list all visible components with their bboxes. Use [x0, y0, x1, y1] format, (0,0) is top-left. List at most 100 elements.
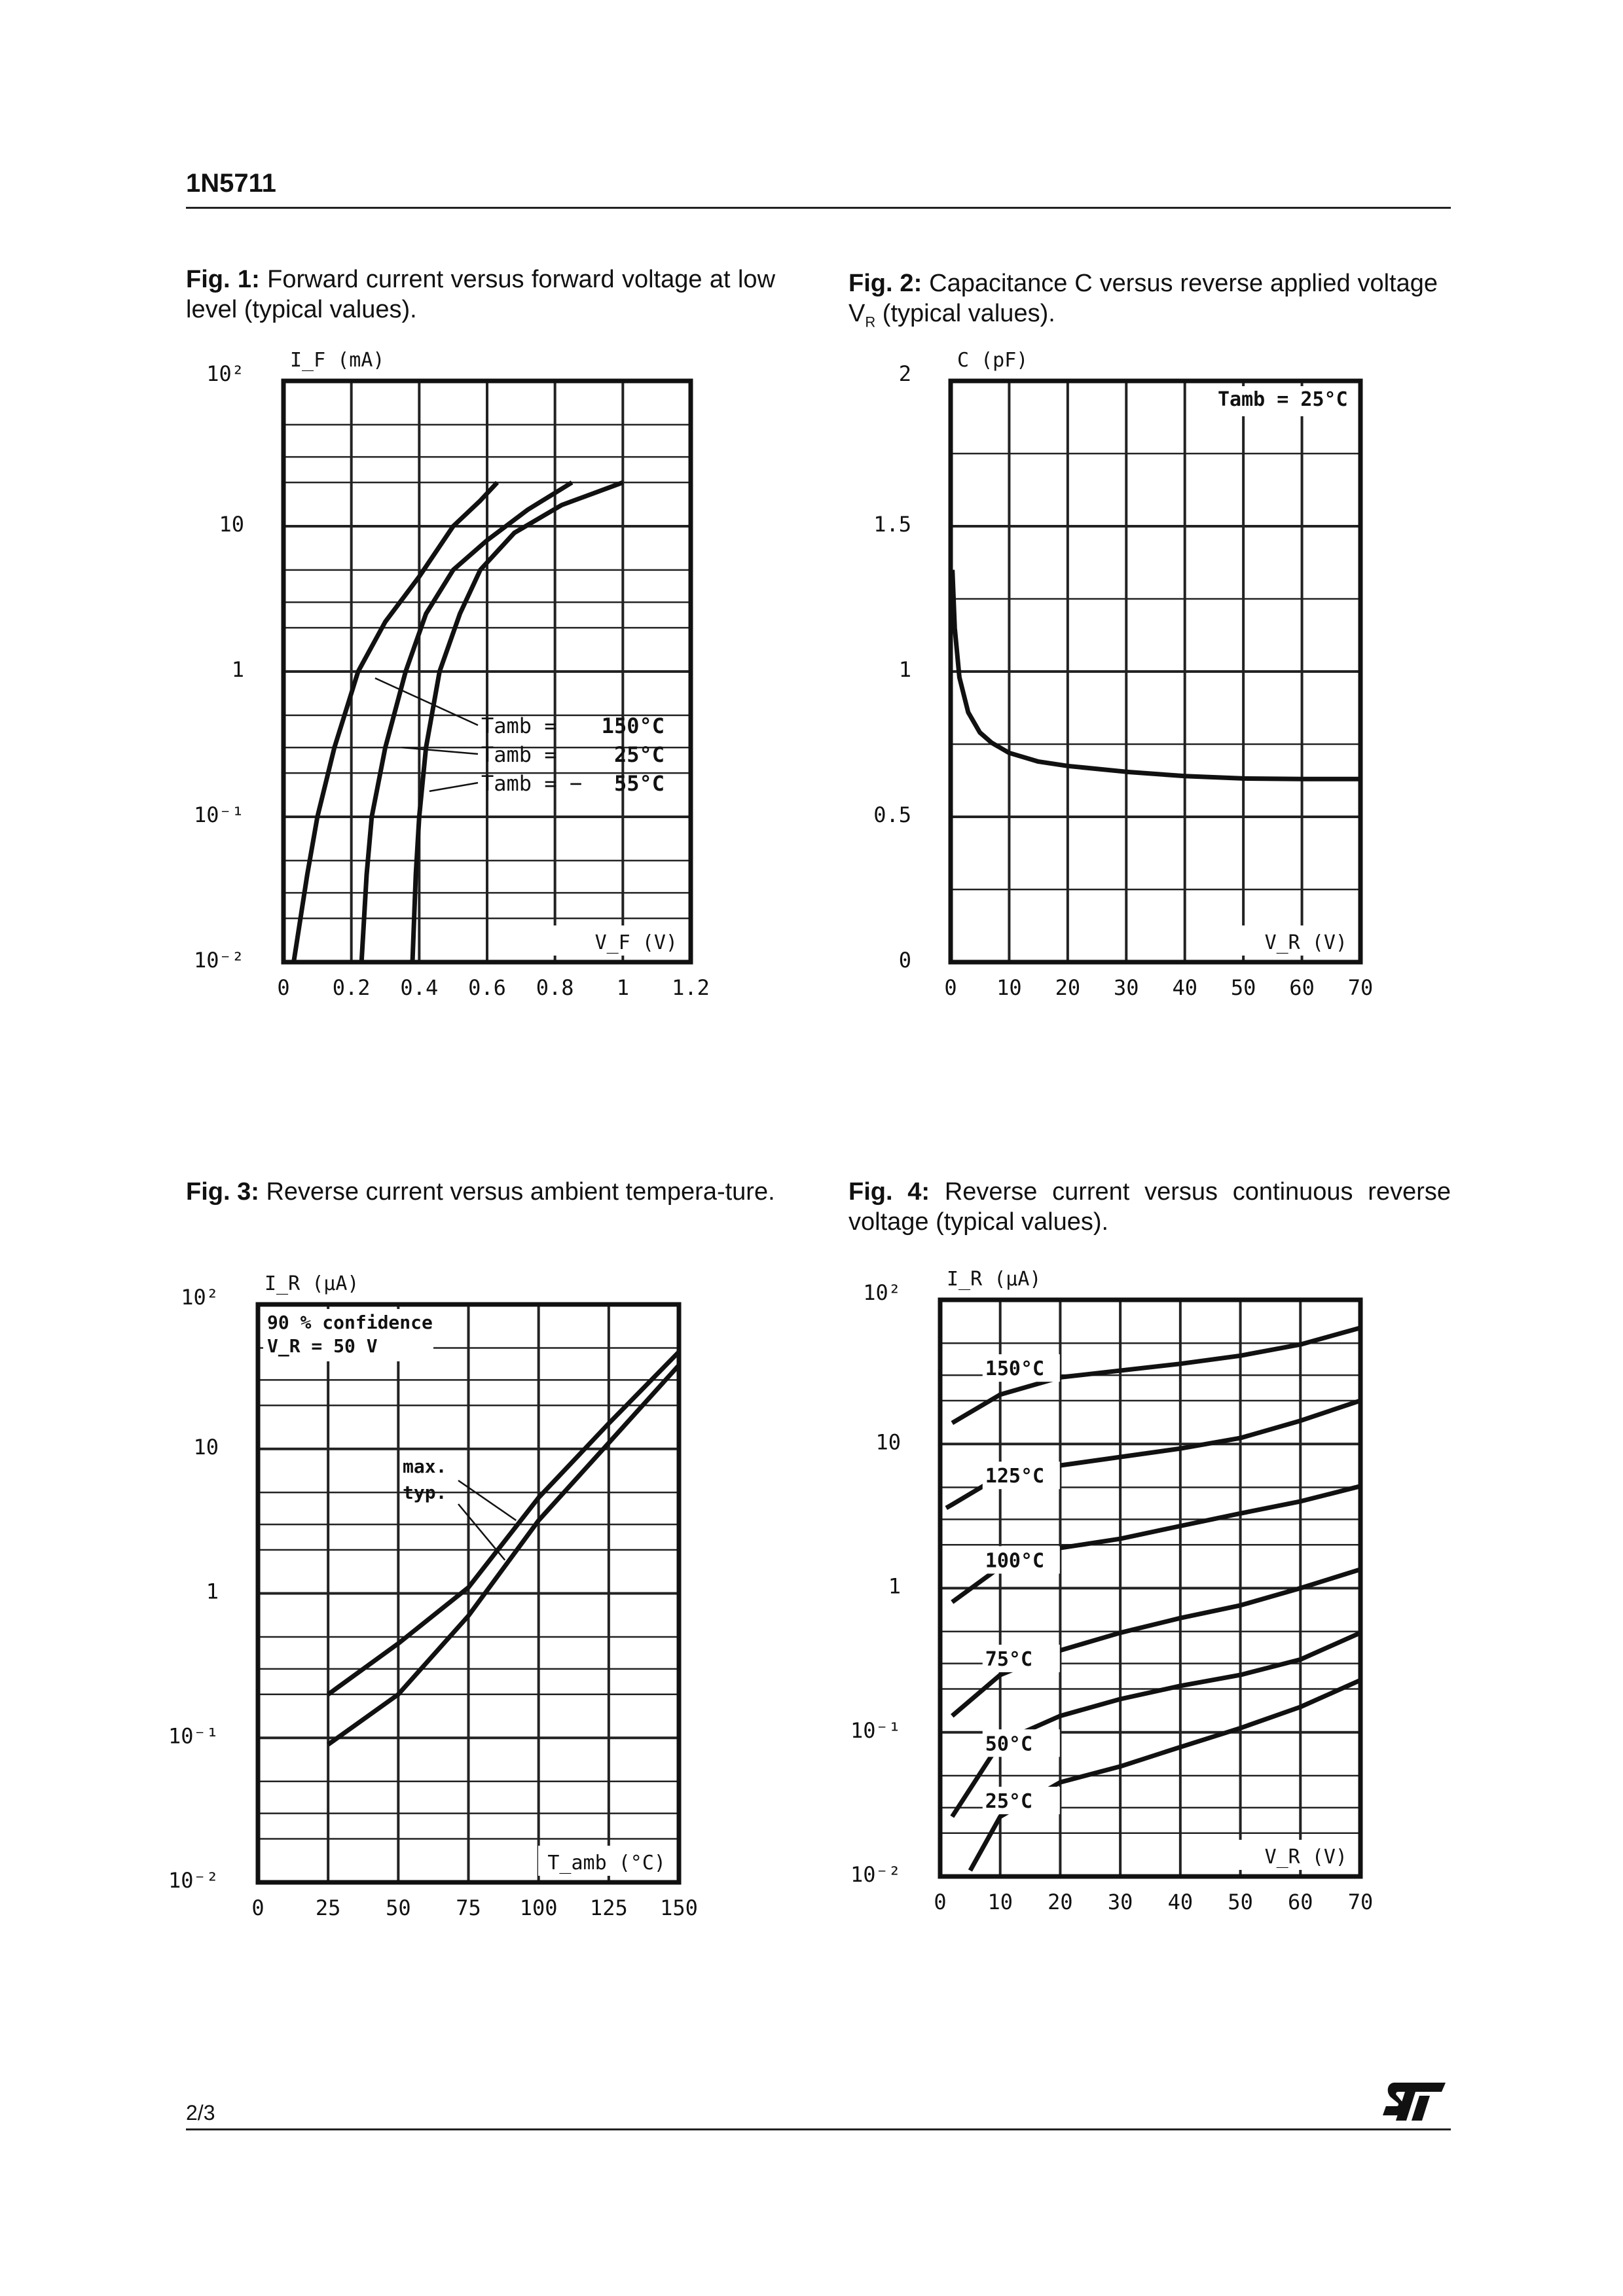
leader-typ — [458, 1503, 506, 1561]
x-tick-label: 0.2 — [333, 975, 371, 1000]
y-tick-label: 10 — [193, 1435, 219, 1460]
annotation: Tamb = 25°C — [1218, 388, 1348, 411]
y-tick-label: 1 — [888, 1574, 901, 1599]
y-tick-label: 10² — [863, 1280, 901, 1305]
x-tick-label: 60 — [1288, 1890, 1313, 1914]
x-tick-label: 0.4 — [400, 975, 438, 1000]
chart-2: 0 10 20 30 40 50 60 70 0 0.5 1 1.5 2 V_R (V) C (pF) Tam… — [873, 349, 1373, 1000]
fig4-label: Fig. 4: — [848, 1178, 930, 1206]
y-tick-label: 10² — [206, 361, 244, 386]
y-tick-label: 10² — [181, 1285, 219, 1310]
x-tick-label: 30 — [1114, 975, 1139, 1000]
fig2-tail: (typical values). — [875, 300, 1055, 327]
x-tick-label: 70 — [1348, 975, 1374, 1000]
y-tick-label: 10⁻¹ — [168, 1723, 219, 1748]
x-tick-label: 50 — [1231, 975, 1256, 1000]
y-tick-label: 0 — [899, 948, 911, 973]
page-number: 2/3 — [186, 2101, 215, 2125]
series-line-150-C — [951, 1325, 1361, 1426]
series-label: 50°C — [985, 1732, 1032, 1755]
legend-leader — [429, 781, 479, 793]
legend-leader — [402, 746, 479, 755]
y-tick-label: 2 — [899, 361, 911, 386]
series-label: 75°C — [985, 1648, 1032, 1671]
plot-frame — [948, 378, 1363, 965]
chart-3: 0 25 50 75 100 125 150 10⁻² 10⁻¹ 1 10 10² T_amb (°C)… — [168, 1272, 698, 1920]
series-label: 100°C — [985, 1549, 1044, 1572]
y-tick-label: 1 — [206, 1579, 219, 1604]
x-tick-label: 50 — [1228, 1890, 1253, 1914]
legend-value: 150°C — [602, 713, 665, 738]
series-label: 150°C — [985, 1357, 1044, 1380]
leader-max — [458, 1479, 517, 1522]
series-line-Tamb-25-C — [359, 480, 574, 963]
fig2-caption: Fig. 2: Capacitance C versus reverse app… — [848, 268, 1438, 338]
legend-label: Tamb = − — [481, 771, 582, 796]
x-axis-label-bg — [1220, 1840, 1354, 1870]
y-axis-label: I_R (µA) — [264, 1272, 359, 1295]
legend-value: 25°C — [614, 742, 665, 767]
series-label: 25°C — [985, 1790, 1032, 1813]
fig2-sub: R — [865, 314, 876, 331]
x-tick-label: 70 — [1348, 1890, 1374, 1914]
series-line-max- — [327, 1350, 681, 1696]
x-tick-label: 30 — [1108, 1890, 1133, 1914]
series-line-Tamb-55-C — [410, 480, 624, 963]
x-tick-label: 0 — [944, 975, 957, 1000]
fig3-label: Fig. 3: — [186, 1178, 259, 1206]
label-bg — [982, 1786, 1060, 1814]
header-rule — [186, 207, 1451, 209]
label-max: max. — [403, 1456, 447, 1477]
plot-frame — [255, 1302, 682, 1885]
y-tick-label: 10⁻² — [168, 1868, 219, 1893]
series-line-Tamb-25-C — [950, 569, 1360, 781]
y-tick-label: 1 — [232, 657, 244, 682]
series-line-typ- — [327, 1363, 681, 1747]
legend-value: 55°C — [614, 771, 665, 796]
fig2-text: Capacitance C versus reverse applied vol… — [848, 270, 1438, 327]
st-logo — [1381, 2080, 1447, 2126]
fig4-caption: Fig. 4: Reverse current versus continuou… — [848, 1177, 1451, 1237]
y-tick-label: 10⁻¹ — [850, 1718, 901, 1743]
annotation-bg — [263, 1309, 433, 1361]
x-tick-label: 60 — [1289, 975, 1315, 1000]
legend-label: Tamb = — [481, 713, 557, 738]
annotation-vr: V_R = 50 V — [267, 1335, 378, 1357]
label-bg — [982, 1462, 1060, 1490]
y-tick-label: 10 — [875, 1429, 901, 1454]
chart-4: 0 10 20 30 40 50 60 70 10⁻² 10⁻¹ 1 10 10² V_R (V) I_R … — [850, 1268, 1373, 1914]
plot-frame — [281, 378, 693, 965]
x-tick-label: 25 — [316, 1895, 341, 1920]
annotation-bg — [1188, 386, 1352, 416]
x-axis-label-bg — [1220, 925, 1354, 956]
x-axis-label: T_amb (°C) — [547, 1852, 666, 1874]
x-tick-label: 1.2 — [672, 975, 710, 1000]
x-tick-label: 10 — [987, 1890, 1013, 1914]
x-tick-label: 40 — [1168, 1890, 1194, 1914]
y-axis-label: C (pF) — [957, 349, 1028, 372]
series-line-Tamb-150-C — [291, 480, 500, 963]
x-tick-label: 20 — [1048, 1890, 1073, 1914]
x-tick-label: 50 — [386, 1895, 411, 1920]
plot-frame — [938, 1297, 1363, 1879]
x-tick-label: 0 — [934, 1890, 946, 1914]
y-tick-label: 10⁻² — [850, 1862, 901, 1887]
label-bg — [982, 1644, 1060, 1672]
series-label: 125°C — [985, 1465, 1044, 1488]
y-tick-label: 0.5 — [873, 802, 911, 827]
legend-label: Tamb = — [481, 742, 557, 767]
y-tick-label: 10⁻¹ — [194, 802, 244, 827]
y-axis-label: I_R (µA) — [947, 1268, 1042, 1291]
x-tick-label: 125 — [590, 1895, 628, 1920]
x-tick-label: 0 — [251, 1895, 264, 1920]
legend-leader — [374, 677, 479, 726]
y-tick-label: 1 — [899, 657, 911, 682]
y-tick-label: 10 — [219, 512, 244, 537]
x-tick-label: 10 — [996, 975, 1022, 1000]
fig4-text: Reverse current versus continuous revers… — [848, 1178, 1451, 1236]
x-axis-label: V_R (V) — [1265, 1846, 1347, 1869]
y-axis-label: I_F (mA) — [290, 349, 385, 372]
footer-rule — [186, 2128, 1451, 2130]
x-axis-label-bg — [538, 1846, 672, 1876]
